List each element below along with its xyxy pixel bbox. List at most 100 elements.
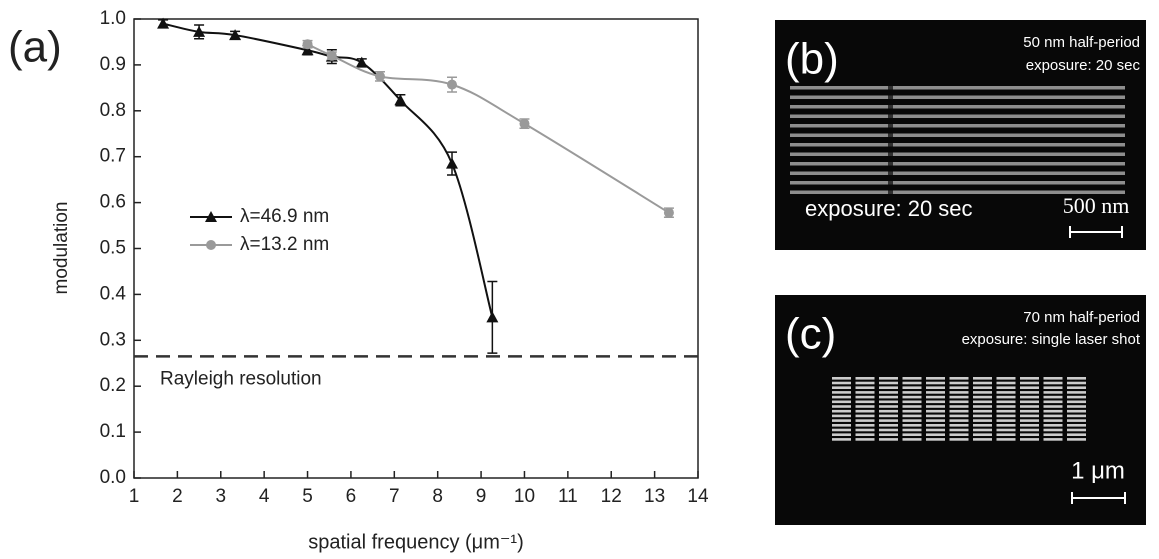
grating-dash	[949, 409, 969, 413]
y-tick-label: 0.5	[100, 238, 126, 259]
grating-dash	[1020, 419, 1039, 422]
grating-line	[790, 124, 1125, 128]
x-tick-label: 8	[432, 486, 443, 507]
grating-dash	[879, 381, 898, 385]
grating-dash	[1067, 391, 1086, 394]
grating-dash	[926, 377, 945, 380]
grating-dash	[832, 438, 851, 441]
grating-dash	[996, 395, 1016, 399]
grating-dash	[949, 391, 969, 394]
marker	[519, 118, 530, 129]
grating-dash	[855, 414, 875, 418]
x-tick-label: 5	[302, 486, 313, 507]
image-label: (c)	[785, 310, 836, 359]
grating-dash	[949, 428, 969, 432]
y-tick-label: 0.7	[100, 146, 126, 167]
grating-dash	[926, 381, 945, 385]
grating-dash	[996, 433, 1016, 436]
grating-dash	[1043, 381, 1063, 385]
grating-dash	[949, 381, 969, 385]
grating-dash	[1067, 377, 1086, 380]
grating-dash	[1043, 409, 1063, 413]
grating-dash	[1067, 409, 1086, 413]
grating-dash	[832, 405, 851, 408]
grating-dash	[1067, 400, 1086, 404]
grating-dash	[832, 409, 851, 413]
grating-dash	[926, 428, 945, 432]
plot-frame	[133, 18, 699, 479]
grating-dash	[879, 414, 898, 418]
grating-dash	[1020, 414, 1039, 418]
grating-dash	[879, 419, 898, 422]
grating-dash	[996, 428, 1016, 432]
grating-dash	[1043, 414, 1063, 418]
grating-dash	[949, 405, 969, 408]
grating-dash	[1067, 438, 1086, 441]
grating-dash	[1020, 428, 1039, 432]
grating-dash	[902, 424, 922, 427]
grating-dash	[949, 414, 969, 418]
x-tick-label: 7	[389, 486, 400, 507]
marker	[663, 207, 674, 218]
grating-dash	[949, 433, 969, 436]
grating-line	[790, 190, 1125, 194]
image-text: exposure: single laser shot	[962, 331, 1141, 348]
y-tick-label: 0.2	[100, 375, 126, 396]
grating-dash	[1043, 395, 1063, 399]
x-tick-label: 12	[601, 486, 622, 507]
grating-dash	[855, 438, 875, 441]
panel-label: (a)	[8, 23, 62, 72]
grating-dash	[926, 395, 945, 399]
x-tick-label: 4	[259, 486, 270, 507]
y-tick-label: 0.8	[100, 100, 126, 121]
grating-dash	[879, 405, 898, 408]
grating-dash	[926, 405, 945, 408]
grating-line	[790, 162, 1125, 166]
marker	[446, 157, 459, 169]
grating-dash	[879, 386, 898, 389]
grating-dash	[832, 419, 851, 422]
x-tick-label: 3	[215, 486, 226, 507]
grating-dash	[996, 419, 1016, 422]
grating-dash	[996, 438, 1016, 441]
x-tick-label: 13	[644, 486, 665, 507]
grating-line	[790, 181, 1125, 185]
grating-dash	[949, 386, 969, 389]
grating-dash	[879, 438, 898, 441]
grating-dash	[832, 381, 851, 385]
marker	[193, 25, 206, 37]
grating-dash	[949, 438, 969, 441]
grating-line	[790, 152, 1125, 156]
grating-dash	[973, 395, 992, 399]
grating-dash	[996, 377, 1016, 380]
legend-label: λ=13.2 nm	[240, 234, 329, 255]
grating-dash	[973, 419, 992, 422]
grating-dash	[973, 381, 992, 385]
y-tick-label: 0.4	[100, 283, 127, 304]
grating-line	[790, 133, 1125, 137]
grating-dash	[855, 395, 875, 399]
grating-dash	[1067, 405, 1086, 408]
grating-dash	[1020, 386, 1039, 389]
grating-dash	[973, 405, 992, 408]
grating-dash	[832, 424, 851, 427]
grating-dash	[879, 400, 898, 404]
marker	[394, 94, 407, 106]
grating-dash	[855, 405, 875, 408]
grating-dash	[926, 414, 945, 418]
x-tick-label: 14	[687, 486, 709, 507]
grating-dash	[996, 386, 1016, 389]
grating-dash	[1020, 381, 1039, 385]
grating-dash	[902, 395, 922, 399]
marker	[206, 240, 216, 250]
grating-dash	[1067, 419, 1086, 422]
grating-dash	[902, 405, 922, 408]
grating-dash	[855, 409, 875, 413]
grating-dash	[926, 433, 945, 436]
grating-dash	[879, 428, 898, 432]
grating-dash	[832, 414, 851, 418]
grating-dash	[1020, 424, 1039, 427]
grating-dash	[832, 395, 851, 399]
marker	[302, 39, 313, 50]
grating-line	[790, 95, 1125, 99]
